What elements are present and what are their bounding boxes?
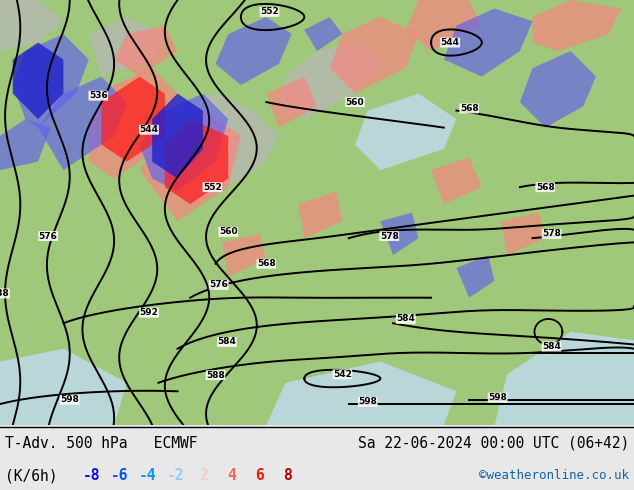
Text: 8: 8 <box>283 468 292 483</box>
Text: 568: 568 <box>257 259 276 268</box>
Text: ©weatheronline.co.uk: ©weatheronline.co.uk <box>479 469 629 482</box>
Text: 6: 6 <box>255 468 264 483</box>
Polygon shape <box>355 94 456 170</box>
Text: 592: 592 <box>139 308 158 317</box>
Text: -8: -8 <box>83 468 101 483</box>
Text: 588: 588 <box>0 289 10 298</box>
Text: (K/6h): (K/6h) <box>5 468 58 483</box>
Polygon shape <box>0 119 51 170</box>
Text: 536: 536 <box>89 91 108 100</box>
Text: 578: 578 <box>542 229 561 239</box>
Text: 598: 598 <box>358 397 377 406</box>
Polygon shape <box>0 349 127 425</box>
Polygon shape <box>13 34 89 127</box>
Polygon shape <box>266 76 317 127</box>
Text: 560: 560 <box>346 98 365 107</box>
Text: -2: -2 <box>167 468 184 483</box>
Polygon shape <box>330 17 418 94</box>
Text: 552: 552 <box>260 7 279 16</box>
Polygon shape <box>139 94 228 192</box>
Polygon shape <box>152 94 279 204</box>
Text: T-Adv. 500 hPa   ECMWF: T-Adv. 500 hPa ECMWF <box>5 436 198 451</box>
Text: 544: 544 <box>139 125 158 134</box>
Polygon shape <box>298 192 342 238</box>
Text: 560: 560 <box>219 227 238 236</box>
Polygon shape <box>13 43 63 119</box>
Text: 584: 584 <box>396 315 415 323</box>
Polygon shape <box>501 213 545 255</box>
Polygon shape <box>222 234 266 276</box>
Polygon shape <box>406 0 482 51</box>
Polygon shape <box>152 94 203 179</box>
Polygon shape <box>0 0 63 51</box>
Text: 598: 598 <box>488 393 507 402</box>
Polygon shape <box>38 76 127 170</box>
Polygon shape <box>101 76 165 162</box>
Text: 576: 576 <box>209 280 228 290</box>
Text: Sa 22-06-2024 00:00 UTC (06+42): Sa 22-06-2024 00:00 UTC (06+42) <box>358 436 629 451</box>
Polygon shape <box>89 17 165 76</box>
Polygon shape <box>216 17 292 85</box>
Text: 578: 578 <box>380 232 399 241</box>
Polygon shape <box>304 17 342 51</box>
Text: 576: 576 <box>39 232 58 241</box>
Text: 552: 552 <box>203 183 222 192</box>
Text: 568: 568 <box>536 183 555 192</box>
Polygon shape <box>533 0 621 51</box>
Text: 584: 584 <box>542 342 561 351</box>
Text: 588: 588 <box>206 370 225 380</box>
Polygon shape <box>431 157 482 204</box>
Text: -4: -4 <box>139 468 157 483</box>
Text: -6: -6 <box>111 468 129 483</box>
Polygon shape <box>520 51 596 127</box>
Polygon shape <box>495 332 634 425</box>
Polygon shape <box>444 8 533 76</box>
Text: 584: 584 <box>217 338 236 346</box>
Text: 544: 544 <box>441 38 460 47</box>
Polygon shape <box>114 25 178 76</box>
Text: 568: 568 <box>460 104 479 113</box>
Text: 4: 4 <box>227 468 236 483</box>
Polygon shape <box>165 119 228 204</box>
Polygon shape <box>456 255 495 298</box>
Text: 598: 598 <box>60 395 79 404</box>
Polygon shape <box>89 68 178 179</box>
Polygon shape <box>266 362 456 425</box>
Text: 2: 2 <box>199 468 208 483</box>
Polygon shape <box>139 111 241 221</box>
Text: 542: 542 <box>333 370 352 379</box>
Polygon shape <box>380 213 418 255</box>
Polygon shape <box>279 43 380 119</box>
